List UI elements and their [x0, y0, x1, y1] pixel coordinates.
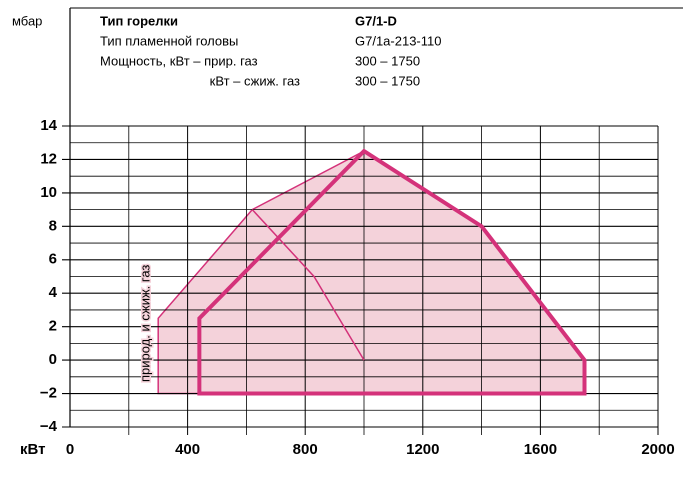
y-tick-label: 12: [40, 150, 57, 167]
x-tick-label: 0: [66, 441, 74, 458]
x-tick-label: 1600: [524, 441, 557, 458]
header-label: кВт – сжиж. газ: [210, 73, 300, 88]
x-tick-label: 800: [293, 441, 318, 458]
header-label: Мощность, кВт – прир. газ: [100, 53, 258, 68]
line: [251, 209, 365, 361]
y-unit: мбар: [12, 13, 42, 28]
area: [157, 150, 586, 395]
y-tick-label: 4: [49, 284, 58, 301]
header-value: 300 – 1750: [355, 53, 420, 68]
y-tick-label: 10: [40, 184, 57, 201]
x-tick-label: 2000: [641, 441, 674, 458]
header-value: G7/1a-213-110: [355, 33, 442, 48]
annotation: природ. и сжиж. газ: [137, 265, 152, 382]
y-tick-label: 6: [49, 251, 57, 268]
x-tick-label: 1200: [406, 441, 439, 458]
y-tick-label: 2: [49, 318, 57, 335]
y-tick-label: 8: [49, 217, 57, 234]
header-label: Тип горелки: [100, 13, 178, 28]
y-tick-label: −2: [40, 385, 57, 402]
x-axis-label: кВт: [20, 441, 46, 458]
y-tick-label: 0: [49, 351, 57, 368]
y-tick-label: −4: [40, 418, 58, 435]
line: [197, 148, 587, 396]
y-tick-label: 14: [40, 117, 57, 134]
x-tick-label: 400: [175, 441, 200, 458]
header-value: G7/1-D: [355, 13, 397, 28]
header-value: 300 – 1750: [355, 73, 420, 88]
header-label: Тип пламенной головы: [100, 33, 238, 48]
